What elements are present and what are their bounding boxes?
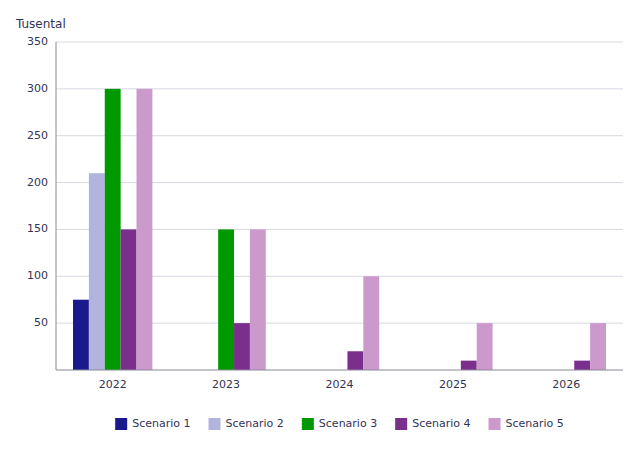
bar bbox=[477, 323, 493, 370]
legend: Scenario 1 Scenario 2 Scenario 3 Scenario 4… bbox=[115, 417, 564, 430]
legend-label: Scenario 4 bbox=[412, 417, 470, 430]
legend-item: Scenario 2 bbox=[209, 417, 284, 430]
bar bbox=[461, 361, 477, 370]
legend-swatch bbox=[209, 418, 221, 430]
bar bbox=[250, 229, 266, 370]
y-tick-label: 300 bbox=[27, 82, 48, 95]
y-tick-label: 200 bbox=[27, 176, 48, 189]
legend-swatch bbox=[395, 418, 407, 430]
bar bbox=[347, 351, 363, 370]
legend-label: Scenario 1 bbox=[132, 417, 190, 430]
bar bbox=[121, 229, 137, 370]
chart-container: 50 100 150 200 250 300 350 2022 2023 2024 2025 2026… bbox=[0, 0, 643, 454]
chart-svg: 50 100 150 200 250 300 350 2022 2023 2024 2025 2026… bbox=[0, 0, 643, 454]
y-tick-label: 150 bbox=[27, 222, 48, 235]
y-axis-line bbox=[56, 42, 57, 370]
x-tick-label: 2023 bbox=[212, 378, 240, 391]
bar bbox=[590, 323, 606, 370]
bars bbox=[73, 89, 606, 370]
legend-label: Scenario 3 bbox=[319, 417, 377, 430]
x-tick-label: 2025 bbox=[439, 378, 467, 391]
y-axis-label: Tusental bbox=[15, 17, 66, 31]
legend-swatch bbox=[488, 418, 500, 430]
y-tick-label: 50 bbox=[34, 316, 48, 329]
legend-item: Scenario 3 bbox=[302, 417, 377, 430]
grid-line bbox=[56, 42, 623, 43]
y-tick-label: 100 bbox=[27, 269, 48, 282]
bar bbox=[574, 361, 590, 370]
x-axis-line bbox=[56, 370, 623, 371]
bar bbox=[234, 323, 250, 370]
legend-item: Scenario 4 bbox=[395, 417, 470, 430]
x-tick-label: 2024 bbox=[326, 378, 354, 391]
bar bbox=[105, 89, 121, 370]
bar bbox=[73, 300, 89, 370]
y-tick-label: 350 bbox=[27, 35, 48, 48]
legend-item: Scenario 1 bbox=[115, 417, 190, 430]
x-tick-label: 2022 bbox=[99, 378, 127, 391]
legend-item: Scenario 5 bbox=[488, 417, 563, 430]
x-tick-label: 2026 bbox=[552, 378, 580, 391]
y-tick-label: 250 bbox=[27, 129, 48, 142]
bar bbox=[218, 229, 234, 370]
bar bbox=[137, 89, 153, 370]
legend-swatch bbox=[302, 418, 314, 430]
bar bbox=[363, 276, 379, 370]
legend-label: Scenario 5 bbox=[505, 417, 563, 430]
legend-label: Scenario 2 bbox=[226, 417, 284, 430]
bar bbox=[89, 173, 105, 370]
legend-swatch bbox=[115, 418, 127, 430]
